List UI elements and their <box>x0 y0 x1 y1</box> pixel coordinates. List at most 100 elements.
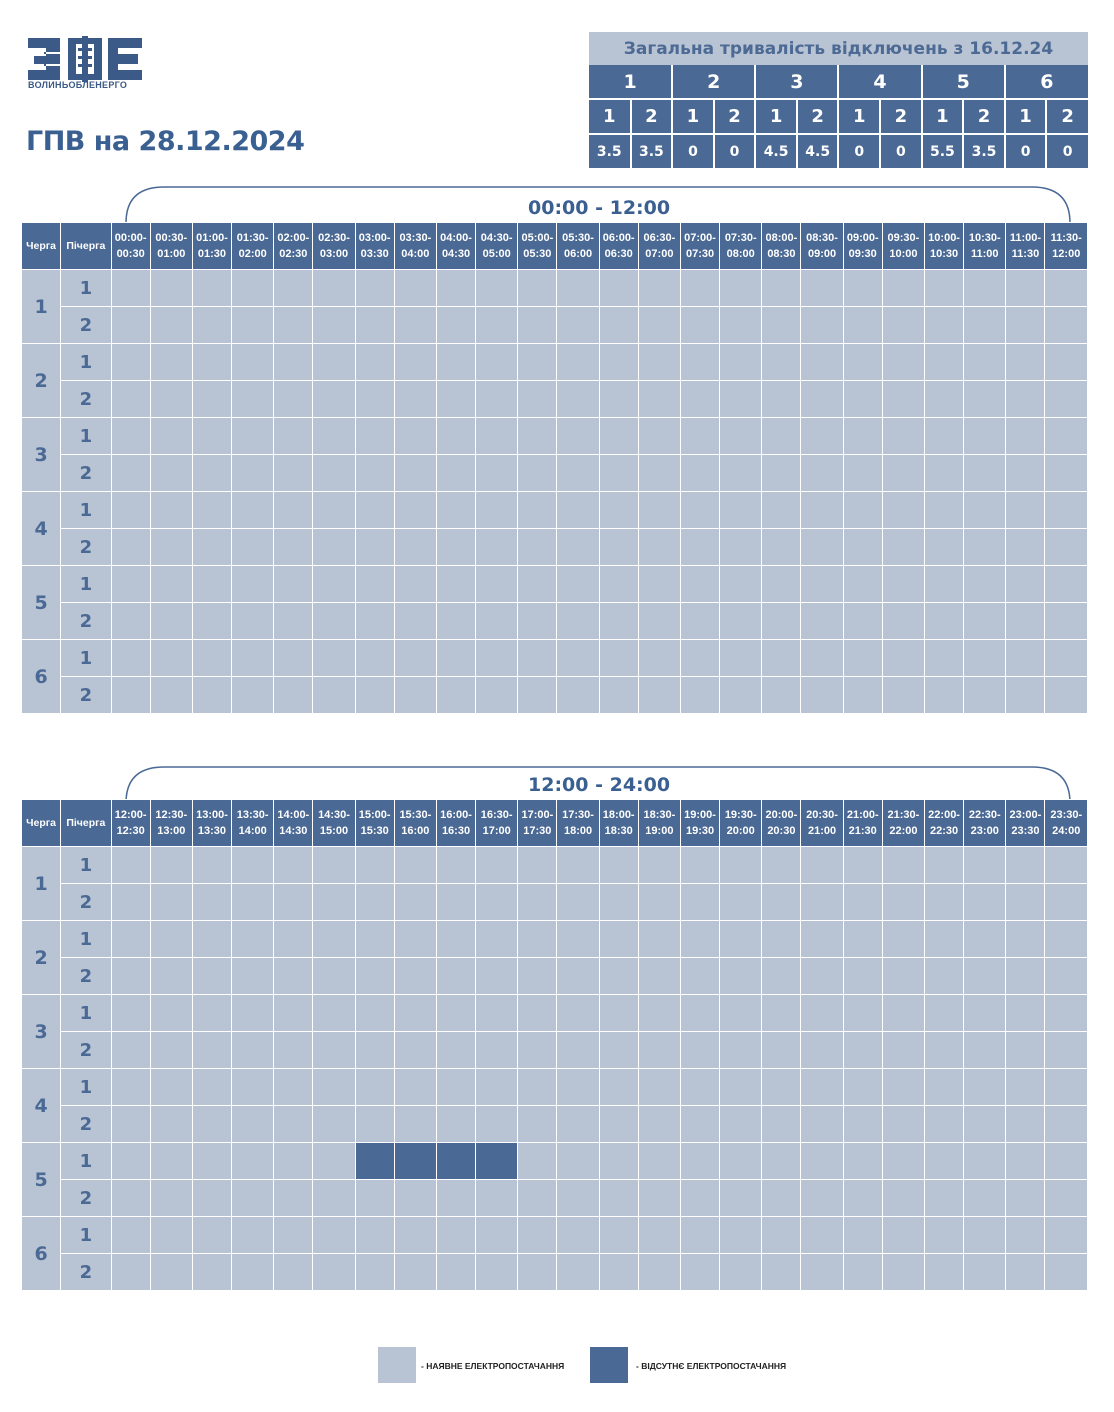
available-cell <box>598 957 639 995</box>
time-slot-header: 23:30- 24:00 <box>1044 799 1088 847</box>
available-cell <box>149 957 193 995</box>
available-cell <box>1044 1253 1088 1291</box>
available-cell <box>719 1068 763 1106</box>
available-cell <box>393 1253 437 1291</box>
available-cell <box>963 846 1007 884</box>
available-cell <box>231 639 275 677</box>
summary-queue-1: 1 <box>589 65 673 99</box>
available-cell <box>800 1216 844 1254</box>
slot-start: 09:00- <box>846 232 879 244</box>
available-cell <box>963 883 1007 921</box>
available-cell <box>761 676 802 714</box>
available-cell <box>637 1105 681 1143</box>
summary-hours-value: 3.5 <box>962 133 1005 168</box>
available-cell <box>273 676 314 714</box>
summary-value-row: 3.5 3.5 0 0 4.5 4.5 0 0 5.5 3.5 0 0 <box>589 133 1088 168</box>
available-cell <box>149 1216 193 1254</box>
available-cell <box>637 994 681 1032</box>
available-cell <box>761 565 802 603</box>
outage-summary-table: Загальна тривалість відключень з 16.12.2… <box>589 32 1088 168</box>
available-cell <box>598 380 639 418</box>
available-cell <box>1005 1031 1046 1069</box>
available-cell <box>110 417 151 455</box>
available-cell <box>312 528 356 566</box>
available-cell <box>191 1179 233 1217</box>
available-cell <box>475 920 519 958</box>
available-cell <box>924 565 965 603</box>
slot-end: 11:30 <box>1011 248 1040 260</box>
available-cell <box>231 846 275 884</box>
slot-start: 07:00- <box>684 232 716 244</box>
available-cell <box>924 639 965 677</box>
available-cell <box>435 1105 477 1143</box>
summary-hours-value: 4.5 <box>754 133 797 168</box>
time-slot-header: 00:30- 01:00 <box>149 222 193 270</box>
header-subqueue: Пічерга <box>60 799 112 847</box>
slot-end: 02:30 <box>279 248 308 260</box>
available-cell <box>1005 565 1046 603</box>
available-cell <box>800 380 844 418</box>
available-cell <box>761 846 802 884</box>
available-cell <box>312 883 356 921</box>
available-cell <box>475 676 519 714</box>
time-slot-header: 06:30- 07:00 <box>637 222 681 270</box>
available-cell <box>924 602 965 640</box>
available-cell <box>924 1253 965 1291</box>
available-cell <box>1044 883 1088 921</box>
available-cell <box>354 883 395 921</box>
available-cell <box>231 417 275 455</box>
available-cell <box>1044 491 1088 529</box>
available-cell <box>881 883 926 921</box>
available-cell <box>842 380 883 418</box>
available-cell <box>149 528 193 566</box>
slot-start: 19:00- <box>684 809 716 821</box>
available-cell <box>354 1031 395 1069</box>
page-title: ГПВ на 28.12.2024 <box>26 126 305 157</box>
available-cell <box>679 454 721 492</box>
available-cell <box>354 1253 395 1291</box>
available-cell <box>1005 1253 1046 1291</box>
slot-start: 17:00- <box>521 809 554 821</box>
summary-hours-value: 0 <box>1045 133 1088 168</box>
schedule-header-row: Черга Пічерга 00:00- 00:30 00:30- 01:00 01:00-… <box>20 222 1088 270</box>
available-cell <box>924 1031 965 1069</box>
available-cell <box>881 602 926 640</box>
time-slot-header: 23:00- 23:30 <box>1005 799 1046 847</box>
time-slot-header: 17:00- 17:30 <box>517 799 558 847</box>
slot-start: 04:30- <box>480 232 513 244</box>
available-cell <box>800 920 844 958</box>
available-cell <box>761 1216 802 1254</box>
available-cell <box>679 676 721 714</box>
available-cell <box>149 454 193 492</box>
available-cell <box>1005 1216 1046 1254</box>
available-cell <box>963 1068 1007 1106</box>
slot-start: 11:00- <box>1009 232 1042 244</box>
available-cell <box>1005 676 1046 714</box>
available-cell <box>312 676 356 714</box>
available-cell <box>842 565 883 603</box>
slot-start: 17:30- <box>562 809 594 821</box>
available-cell <box>679 846 721 884</box>
available-cell <box>273 846 314 884</box>
available-cell <box>637 269 681 307</box>
available-cell <box>354 1179 395 1217</box>
available-cell <box>842 920 883 958</box>
available-cell <box>517 602 558 640</box>
available-cell <box>231 920 275 958</box>
available-cell <box>881 306 926 344</box>
time-range-bracket <box>125 186 1071 224</box>
available-cell <box>273 306 314 344</box>
available-cell <box>679 343 721 381</box>
outage-cell <box>475 1142 519 1180</box>
time-slot-header: 04:30- 05:00 <box>475 222 519 270</box>
available-cell <box>1005 957 1046 995</box>
subqueue-label: 1 <box>60 1068 112 1106</box>
available-cell <box>800 883 844 921</box>
available-cell <box>475 1068 519 1106</box>
summary-hours-value: 0 <box>712 133 756 168</box>
available-cell <box>517 417 558 455</box>
slot-end: 03:00 <box>319 248 349 260</box>
slot-start: 16:30- <box>480 809 513 821</box>
